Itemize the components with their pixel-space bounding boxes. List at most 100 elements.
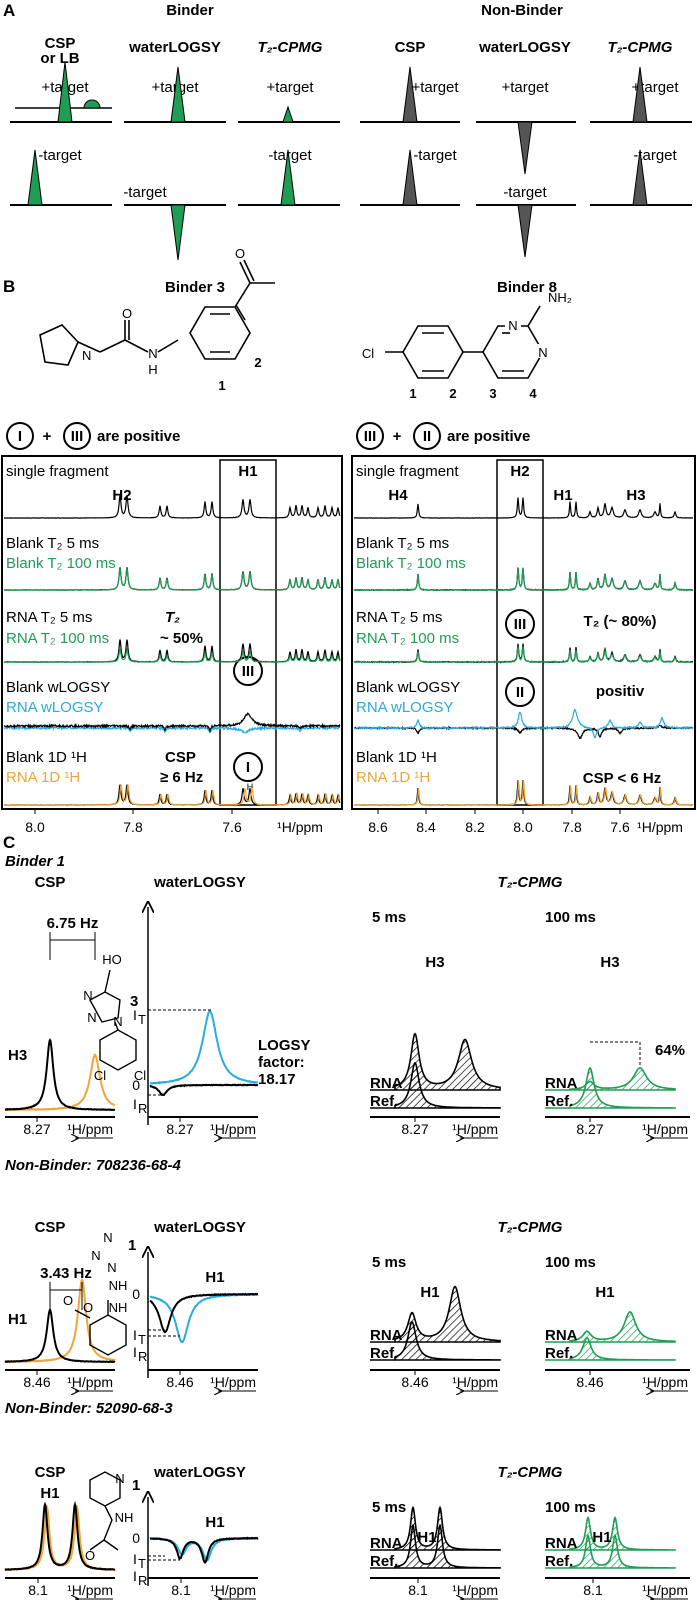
- minus-label: -target: [268, 147, 312, 164]
- axis-label: ¹H/ppm: [642, 1374, 688, 1390]
- position-label: 3: [489, 386, 496, 401]
- tick-label: 8.2: [465, 819, 485, 835]
- proton-label: H1: [592, 1529, 611, 1546]
- rna-csp-peak: [4, 1503, 116, 1572]
- axis-label: ¹H/ppm: [210, 1121, 256, 1137]
- binder3-title: Binder 3: [165, 279, 225, 296]
- panel-label: B: [3, 277, 15, 296]
- shift-value: 3.43 Hz: [40, 1265, 92, 1282]
- atom: N: [107, 1260, 116, 1275]
- blank-t2-100ms: [353, 568, 694, 592]
- it-sub: T: [138, 1556, 146, 1571]
- position-label: 1: [128, 1237, 136, 1254]
- atom: NH₂: [548, 290, 572, 305]
- atom: O: [235, 246, 245, 261]
- roman-numeral: III: [242, 663, 255, 680]
- rna-wlogsy-peak: [149, 1292, 259, 1344]
- blank-wlogsy: [353, 723, 694, 740]
- it-label: I: [133, 1007, 137, 1023]
- proton-label: H1: [40, 1485, 59, 1502]
- axis-label: ¹H/ppm: [210, 1374, 256, 1390]
- blank-t2-100ms: [3, 568, 341, 591]
- atom: H: [148, 362, 157, 377]
- drop-marker: [590, 1041, 641, 1065]
- rna-label: RNA: [545, 1327, 578, 1344]
- bond: [114, 1021, 119, 1031]
- atom: NH: [115, 1510, 134, 1525]
- peak-label: H2: [510, 463, 529, 480]
- positive-text: are positive: [447, 428, 530, 445]
- rna-t2-peak: [394, 1285, 501, 1343]
- axis-label: ¹H/ppm: [452, 1582, 498, 1598]
- note: CSP: [165, 749, 196, 766]
- tick-label: 8.1: [28, 1582, 48, 1598]
- tick-label: 7.6: [222, 819, 242, 835]
- t2-header: T₂-CPMG: [498, 1464, 563, 1481]
- minus-label: -target: [123, 184, 167, 201]
- blank-wlogsy: [3, 712, 341, 733]
- col-t2-nb: T₂-CPMG: [608, 39, 673, 56]
- tick-label: 8.4: [416, 819, 436, 835]
- ref-csp-peak: [4, 1038, 116, 1112]
- row-label: RNA T₂ 5 ms: [6, 609, 92, 626]
- panel-c-row: Non-Binder: 52090-68-3 CSP waterLOGSY T₂-CP…: [4, 1400, 690, 1599]
- row-label: RNA wLOGSY: [356, 699, 454, 716]
- tick-label: 8.1: [408, 1582, 428, 1598]
- proton-label: H1: [205, 1514, 224, 1531]
- t2-header: T₂-CPMG: [498, 1219, 563, 1236]
- shift-value: 6.75 Hz: [47, 915, 99, 932]
- criterion-circle: [233, 752, 263, 782]
- binder3-structure: [39, 259, 275, 366]
- plus: +: [393, 428, 402, 445]
- it-label: I: [133, 1327, 137, 1343]
- bond: [74, 1309, 91, 1319]
- tick-label: 8.6: [368, 819, 388, 835]
- plus-label: +target: [266, 79, 314, 96]
- position-label: 1: [218, 378, 225, 393]
- peak: [517, 204, 533, 258]
- rna-label: RNA: [370, 1075, 403, 1092]
- roman-numeral: III: [71, 428, 84, 445]
- rna-label: RNA: [545, 1075, 578, 1092]
- note: CSP < 6 Hz: [583, 770, 662, 787]
- nonbinder-title: Non-Binder: [481, 2, 563, 19]
- rna-label: RNA: [370, 1327, 403, 1344]
- atom: N: [508, 318, 517, 333]
- atom: O: [83, 1300, 93, 1315]
- peak: [57, 61, 73, 123]
- row-label: single fragment: [356, 463, 459, 480]
- row-label: RNA T₂ 100 ms: [6, 630, 109, 647]
- atom-bg: [536, 344, 550, 358]
- rna-t2-peak: [394, 1505, 501, 1551]
- atom: O: [85, 1548, 95, 1563]
- atom: N: [91, 1248, 100, 1263]
- proton-label: H3: [600, 954, 619, 971]
- tick-label: 8.0: [513, 819, 533, 835]
- panel-label: C: [3, 833, 15, 852]
- peak: [632, 66, 648, 123]
- wlogsy-header: waterLOGSY: [153, 874, 246, 891]
- triazole-ring: [89, 991, 121, 1023]
- row-label: Blank T₂ 100 ms: [6, 555, 116, 572]
- rna-wlogsy-peak: [149, 1010, 259, 1085]
- row-label: single fragment: [6, 463, 109, 480]
- t2-5ms-label: 5 ms: [372, 909, 406, 926]
- csp-header: CSP: [35, 1219, 66, 1236]
- rna-1d: [3, 784, 341, 806]
- position-label: 2: [449, 386, 456, 401]
- position-label: 2: [254, 355, 261, 370]
- t2-100ms-label: 100 ms: [545, 1254, 596, 1271]
- atom: N: [82, 348, 91, 363]
- atom-bg: [505, 318, 521, 332]
- panel-label: A: [3, 1, 15, 20]
- right-positive-legend: III + II are positive: [356, 422, 530, 450]
- rna-t2-100ms: [4, 647, 341, 664]
- row-label: Blank T₂ 5 ms: [6, 535, 99, 552]
- col-csp-lb-2: or LB: [40, 50, 79, 67]
- rna-1d: [353, 780, 694, 806]
- single-fragment-spectrum-right: [353, 497, 693, 519]
- position-label: 1: [132, 1477, 140, 1494]
- axis-label: ¹H/ppm: [642, 1121, 688, 1137]
- tick-label: 8.46: [401, 1374, 428, 1390]
- atom: Cl: [362, 346, 374, 361]
